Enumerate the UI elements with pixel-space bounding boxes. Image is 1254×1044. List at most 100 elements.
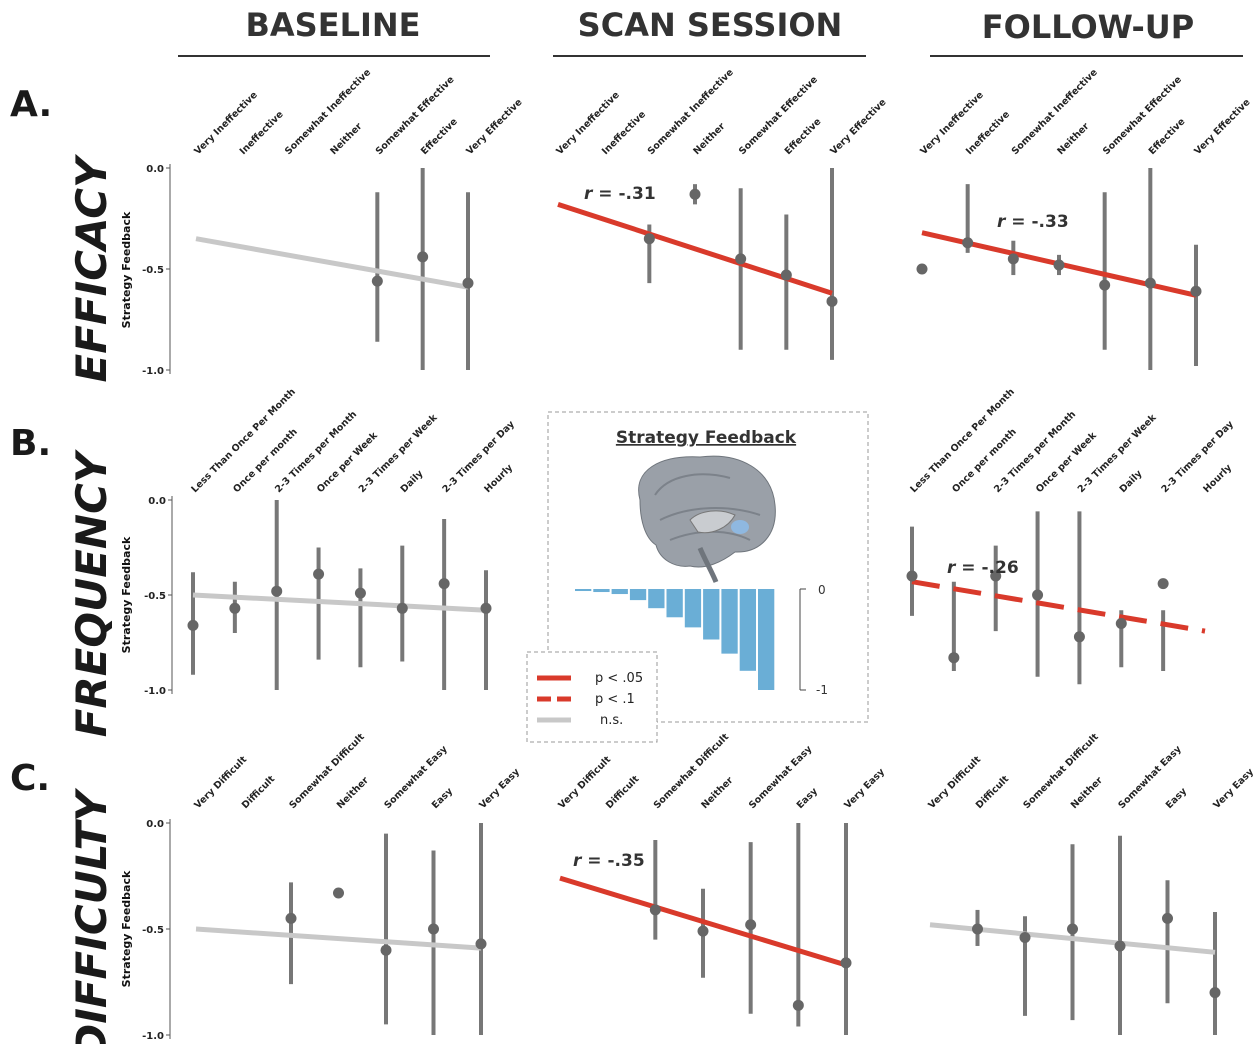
x-tick-label: Easy	[795, 785, 821, 811]
inset-bar	[611, 589, 628, 595]
y-tick-label: 0.0	[146, 164, 164, 175]
x-tick-label: Very Effective	[1192, 97, 1252, 157]
x-tick-label: Neither	[1069, 775, 1105, 811]
x-tick-label: Neither	[328, 121, 364, 157]
x-tick-label: Somewhat Effective	[737, 74, 820, 157]
fit-line	[192, 592, 487, 613]
data-point	[417, 251, 429, 263]
y-tick-label: 0.0	[148, 496, 166, 507]
y-tick-label: 0.0	[146, 819, 164, 830]
inset-bar	[648, 589, 665, 609]
x-tick-label: Neither	[1055, 121, 1091, 157]
y-axis-label: Strategy Feedback	[120, 536, 133, 653]
inset-bar-chart	[575, 589, 775, 690]
x-tick-label: 2-3 Times per Week	[1076, 412, 1159, 495]
inset-bar	[575, 589, 592, 592]
data-point	[689, 188, 701, 200]
correlation-label: r = -.33	[997, 212, 1069, 232]
row-name-efficacy: EFFICACY	[67, 154, 116, 383]
data-point	[1190, 285, 1202, 297]
data-point	[354, 587, 366, 599]
x-tick-label: 2-3 Times per Week	[357, 412, 440, 495]
legend: p < .05 p < .1 n.s.	[526, 651, 658, 743]
x-tick-label: Ineffective	[600, 109, 648, 157]
data-point	[735, 253, 747, 265]
inset-bar	[739, 589, 756, 671]
row-name-difficulty: DIFFICULTY	[67, 788, 116, 1044]
y-tick-label: -1.0	[144, 686, 166, 697]
data-point	[916, 263, 928, 275]
x-tick-label: Very Easy	[477, 766, 522, 811]
data-point	[475, 938, 487, 950]
x-tick-label: Very Easy	[1211, 766, 1254, 811]
x-tick-label: 2-3 Times per Month	[273, 409, 359, 495]
data-point	[313, 568, 325, 580]
x-tick-label: Somewhat Ineffective	[283, 67, 373, 157]
x-tick-label: Somewhat Effective	[374, 74, 457, 157]
x-tick-label: Hourly	[1201, 462, 1234, 495]
x-tick-label: Difficult	[974, 773, 1012, 811]
row-letter-a: A.	[10, 84, 52, 125]
x-tick-label: Somewhat Difficult	[287, 731, 367, 811]
x-tick-label: Effective	[419, 116, 460, 157]
x-tick-label: Hourly	[482, 462, 515, 495]
data-point	[1157, 578, 1169, 590]
x-tick-label: Somewhat Ineffective	[646, 67, 736, 157]
legend-label-p05: p < .05	[595, 671, 643, 686]
x-tick-label: Somewhat Difficult	[1021, 731, 1101, 811]
fit-line	[911, 579, 1206, 634]
column-title-scan-session: SCAN SESSION	[578, 6, 843, 44]
inset-bar	[684, 589, 702, 628]
data-point	[271, 585, 283, 597]
fit-line	[557, 201, 833, 296]
data-point	[697, 925, 709, 937]
x-tick-label: Neither	[335, 775, 371, 811]
x-tick-label: Ineffective	[964, 109, 1012, 157]
x-tick-label: Ineffective	[238, 109, 286, 157]
x-tick-label: Somewhat Effective	[1101, 74, 1184, 157]
x-tick-label: Somewhat Ineffective	[1010, 67, 1100, 157]
data-point	[333, 887, 344, 899]
data-point	[1209, 987, 1221, 999]
correlation-label: r = -.26	[947, 558, 1019, 578]
data-point	[1114, 940, 1126, 952]
data-point	[780, 269, 792, 281]
data-point	[643, 233, 655, 245]
inset-bar	[703, 589, 720, 640]
data-point	[428, 923, 439, 935]
inset-bar	[721, 589, 738, 654]
data-point	[1032, 589, 1044, 601]
data-point	[462, 277, 474, 289]
legend-label-p10: p < .1	[595, 692, 635, 707]
data-point	[1162, 912, 1173, 924]
x-tick-label: Somewhat Difficult	[652, 731, 732, 811]
data-point	[906, 570, 918, 582]
data-point	[1019, 931, 1031, 943]
data-point	[826, 295, 838, 307]
inset-bar	[666, 589, 683, 618]
row-letter-b: B.	[10, 423, 51, 464]
data-point	[1144, 277, 1156, 289]
x-tick-label: Very Effective	[464, 97, 524, 157]
y-tick-label: -0.5	[142, 265, 164, 276]
inset-bar	[629, 589, 647, 601]
data-point	[745, 919, 757, 931]
y-tick-label: -0.5	[144, 591, 166, 602]
y-tick-label: -0.5	[142, 925, 164, 936]
data-point	[480, 602, 492, 614]
data-point	[948, 652, 960, 664]
data-point	[187, 619, 199, 631]
x-tick-label: Easy	[430, 785, 456, 811]
brain-image	[638, 455, 776, 583]
data-point	[380, 944, 392, 956]
x-tick-label: Daily	[399, 468, 426, 495]
